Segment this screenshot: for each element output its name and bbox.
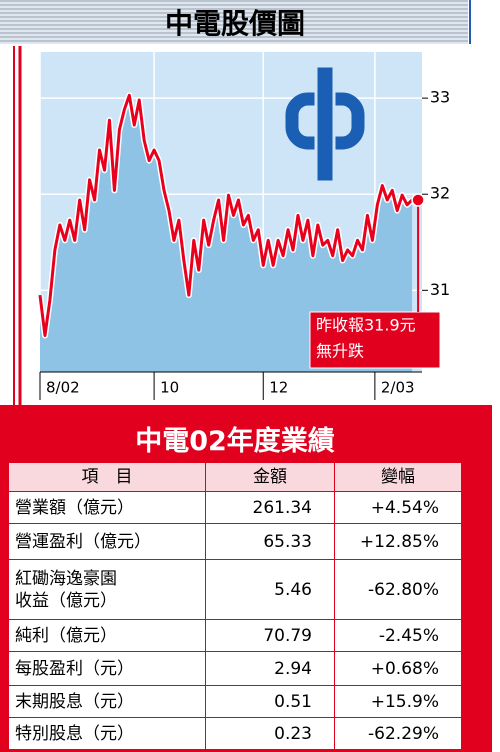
table-cell: +0.68% bbox=[334, 651, 462, 686]
table-cell: 紅磡海逸豪園 收益（億元） bbox=[8, 559, 206, 620]
table-cell: 營運盈利（億元） bbox=[8, 523, 206, 560]
table-cell: 純利（億元） bbox=[8, 619, 206, 652]
table-row: 末期股息（元） 0.51 +15.9% bbox=[8, 685, 462, 718]
table-cell: 0.51 bbox=[205, 685, 335, 718]
y-tick-label: 31 bbox=[430, 280, 450, 299]
annotation-box bbox=[309, 311, 441, 369]
table-row: 紅磡海逸豪園 收益（億元） 5.46 -62.80% bbox=[8, 559, 462, 620]
table-panel: 中電02年度業績 項 目金額 變幅 營業額（億元） 261.34 +4.54% 營運盈利（… bbox=[0, 405, 492, 752]
table-cell: 末期股息（元） bbox=[8, 685, 206, 718]
table-cell: -62.29% bbox=[334, 717, 462, 750]
table-row: 特別股息（元） 0.23 -62.29% bbox=[8, 717, 462, 750]
x-tick-label: 10 bbox=[160, 379, 179, 397]
x-tick-label: 2/03 bbox=[381, 379, 415, 397]
x-tick-label: 8/02 bbox=[46, 379, 80, 397]
header-cell: 項 目 bbox=[8, 462, 206, 492]
table-cell: +12.85% bbox=[334, 523, 462, 560]
line bbox=[38, 93, 414, 337]
table-cell: +15.9% bbox=[334, 685, 462, 718]
logo bbox=[285, 64, 365, 184]
table-cell: 5.46 bbox=[205, 559, 335, 620]
table-cell: 營業額（億元） bbox=[8, 491, 206, 524]
table-title: 中電02年度業績 bbox=[135, 426, 335, 457]
table-cell: 65.33 bbox=[205, 523, 335, 560]
table-cell: 261.34 bbox=[205, 491, 335, 524]
table-row: 營業額（億元） 261.34 +4.54% bbox=[8, 491, 462, 524]
annotation: 無升跌 bbox=[316, 342, 364, 361]
last-point bbox=[411, 193, 425, 207]
table-cell: -62.80% bbox=[334, 559, 462, 620]
table-cell: 0.23 bbox=[205, 717, 335, 750]
table: 項 目金額 變幅 營業額（億元） 261.34 +4.54% 營運盈利（億元） 65.33 +… bbox=[8, 462, 462, 750]
chart: 中電股價圖 昨收報31.9元 無升跌 31 32 33 8/02 10 12 2/03 bbox=[0, 0, 471, 405]
y-tick-label: 33 bbox=[430, 88, 450, 107]
chart-title: 中電股價圖 bbox=[165, 7, 305, 40]
table-cell: +4.54% bbox=[334, 491, 462, 524]
table-row: 純利（億元） 70.79 -2.45% bbox=[8, 619, 462, 652]
table-row: 營運盈利（億元） 65.33 +12.85% bbox=[8, 523, 462, 560]
title-band bbox=[0, 0, 468, 44]
header-cell: 變幅 bbox=[334, 462, 462, 492]
table-cell: 每股盈利（元） bbox=[8, 651, 206, 686]
y-tick-label: 32 bbox=[430, 184, 450, 203]
header-cell: 金額 bbox=[205, 462, 335, 492]
table-cell: 特別股息（元） bbox=[8, 717, 206, 750]
header-row: 項 目金額 變幅 bbox=[8, 462, 462, 492]
annotation: 昨收報31.9元 bbox=[316, 316, 416, 335]
table-cell: 2.94 bbox=[205, 651, 335, 686]
table-row: 每股盈利（元） 2.94 +0.68% bbox=[8, 651, 462, 686]
x-tick-label: 12 bbox=[269, 379, 288, 397]
table-cell: 70.79 bbox=[205, 619, 335, 652]
table-cell: -2.45% bbox=[334, 619, 462, 652]
